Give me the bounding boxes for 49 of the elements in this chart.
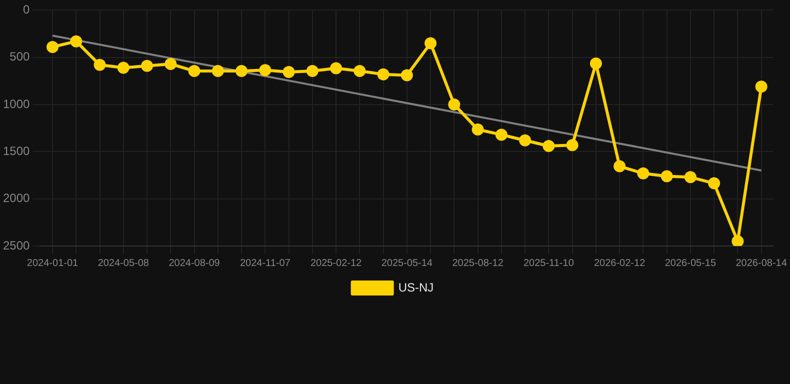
point [70,35,82,48]
x-tick-label: 2025-02-12 [310,258,362,269]
point [282,66,295,78]
point [188,65,200,78]
point [472,124,484,136]
legend-label: US-NJ [398,280,434,294]
point [542,140,555,152]
y-tick-label: 0 [23,2,30,17]
point [732,235,744,246]
point [519,134,532,146]
x-tick-label: 2024-05-08 [98,258,150,269]
point [566,139,578,152]
x-tick-label: 2024-01-01 [26,258,79,269]
point [164,58,177,70]
x-tick-label: 2025-08-12 [452,258,504,269]
point [708,177,720,190]
x-tick-label: 2026-08-14 [736,258,788,269]
y-tick-label: 2000 [2,191,30,206]
point [354,65,366,78]
point [755,80,768,93]
point [141,60,154,72]
point [330,62,342,74]
point [306,65,318,78]
x-tick-label: 2024-11-07 [240,258,291,269]
y-tick-label: 500 [10,50,30,64]
point [590,57,602,70]
point [660,170,673,182]
point [94,58,106,71]
point [117,62,130,74]
y-tick-label: 1500 [2,144,30,158]
point [400,69,413,82]
point [377,68,390,80]
x-tick-label: 2026-02-12 [594,258,646,269]
point [236,65,248,78]
point [684,171,696,184]
y-tick-label: 1000 [2,96,30,111]
point [212,65,224,78]
point [614,160,626,172]
x-tick-label: 2025-11-10 [523,258,574,269]
point [495,128,508,141]
point [259,64,272,76]
x-tick-label: 2026-05-15 [664,258,716,269]
point [424,37,437,50]
point [448,98,460,111]
y-tick-label: 2500 [2,238,30,252]
x-tick-label: 2025-05-14 [381,258,433,269]
x-tick-label: 2024-08-09 [168,258,220,269]
point [46,40,59,53]
point [637,167,650,180]
